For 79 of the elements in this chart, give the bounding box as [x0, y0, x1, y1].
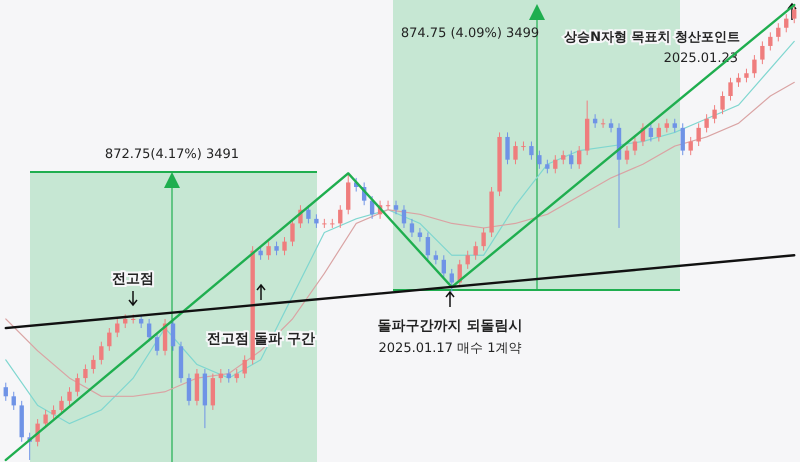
candlestick	[760, 40, 765, 65]
candlestick	[473, 241, 478, 260]
candlestick	[704, 114, 709, 133]
candlestick	[696, 122, 701, 147]
candlestick	[720, 90, 725, 115]
annotation: 돌파구간까지 되돌림시	[378, 318, 522, 334]
annotation: 2025.01.17 매수 1계약	[378, 341, 522, 356]
candlestick	[569, 150, 574, 170]
candlestick	[776, 22, 780, 42]
candlestick	[553, 154, 558, 174]
candlestick	[12, 391, 16, 410]
candlestick	[664, 118, 669, 133]
candlestick	[632, 136, 638, 156]
candlestick	[561, 150, 566, 165]
candlestick	[322, 218, 327, 228]
candlestick	[75, 373, 80, 397]
candlestick	[258, 246, 263, 260]
candlestick	[442, 254, 446, 278]
candlestick	[466, 250, 470, 270]
candlestick	[131, 314, 136, 324]
candlestick	[736, 72, 741, 88]
candlestick	[394, 200, 398, 215]
candlestick	[656, 122, 662, 142]
candlestick	[314, 214, 319, 228]
candlestick	[577, 146, 582, 170]
candlestick	[545, 159, 550, 174]
annotation: 전고점	[112, 271, 154, 287]
annotation: 872.75(4.17%) 3491	[104, 147, 240, 162]
candlestick	[4, 382, 8, 402]
candlestick	[410, 218, 414, 238]
candlestick	[418, 227, 422, 242]
candlestick	[680, 122, 685, 156]
candlestick	[648, 122, 654, 142]
candlestick	[688, 136, 693, 156]
candlestick	[266, 241, 271, 260]
candlestick	[186, 373, 192, 406]
candlestick	[83, 364, 88, 384]
candlestick	[107, 328, 112, 352]
candlestick	[529, 141, 534, 160]
candlestick	[792, 4, 796, 24]
candlestick	[370, 196, 374, 220]
candlestick	[67, 386, 72, 406]
candlestick	[434, 250, 438, 265]
candlestick	[608, 118, 614, 133]
candlestick	[768, 32, 773, 51]
candlestick	[481, 227, 486, 252]
candlestick	[154, 332, 160, 356]
candlestick	[537, 150, 542, 170]
candlestick	[426, 232, 430, 260]
candlestick	[672, 118, 677, 133]
candlestick	[505, 132, 510, 165]
candlestick	[728, 77, 733, 102]
candlestick	[330, 218, 334, 228]
candlestick	[450, 268, 454, 292]
candlestick	[274, 241, 279, 256]
candlestick	[592, 114, 598, 128]
candlestick	[99, 341, 104, 365]
candlestick	[51, 404, 56, 420]
candlestick	[123, 314, 128, 329]
candlestick	[513, 141, 518, 165]
candlestick	[115, 318, 120, 338]
candlestick	[91, 354, 96, 374]
candlestick	[624, 146, 630, 165]
candlestick	[600, 118, 606, 128]
candlestick	[226, 368, 231, 384]
candlestick	[784, 14, 788, 33]
candlestick	[242, 354, 247, 379]
candlestick	[282, 236, 287, 256]
candlestick	[712, 104, 717, 124]
candlestick	[402, 204, 406, 228]
candlestick	[218, 368, 223, 384]
candlestick	[138, 314, 144, 329]
annotation: 상승N자형 목표치 청산포인트	[564, 30, 740, 45]
candlestick	[744, 68, 749, 83]
candlestick	[752, 54, 757, 78]
candlestick	[234, 368, 239, 384]
annotation: 전고점 돌파 구간	[207, 331, 315, 347]
candlestick	[59, 396, 64, 415]
candlestick	[338, 204, 342, 228]
